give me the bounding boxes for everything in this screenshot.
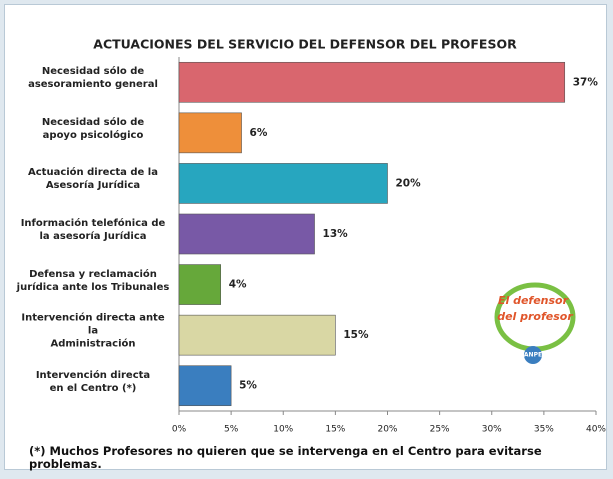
x-tick-label: 20%	[377, 425, 397, 435]
logo-globe	[524, 346, 542, 364]
y-tick-label: Defensa y reclamación jurídica ante los …	[16, 268, 170, 293]
y-tick-label: Actuación directa de la Asesoría Jurídic…	[28, 167, 158, 192]
value-label: 13%	[323, 228, 349, 240]
logo-brand: ANPE	[524, 352, 542, 359]
chart: ACTUACIONES DEL SERVICIO DEL DEFENSOR DE…	[93, 37, 606, 435]
x-tick-label: 30%	[482, 425, 502, 435]
x-tick-label: 40%	[586, 425, 606, 435]
y-tick-label: Intervención directa en el Centro (*)	[35, 369, 151, 394]
value-label: 20%	[396, 177, 422, 189]
value-label: 15%	[343, 329, 369, 341]
logo-text: El defensor	[498, 294, 569, 307]
logo-text: del profesor	[497, 310, 573, 323]
value-label: 5%	[239, 380, 257, 392]
footnote: (*) Muchos Profesores no quieren que se …	[29, 444, 542, 471]
x-tick-label: 0%	[172, 425, 187, 435]
x-tick-label: 15%	[325, 425, 345, 435]
x-tick-label: 35%	[534, 425, 554, 435]
value-label: 6%	[250, 127, 268, 139]
chart-panel: ACTUACIONES DEL SERVICIO DEL DEFENSOR DE…	[4, 4, 607, 471]
y-tick-label: Intervención directa ante la Administrac…	[21, 312, 165, 350]
chart-title: ACTUACIONES DEL SERVICIO DEL DEFENSOR DE…	[93, 37, 517, 52]
bar	[178, 314, 336, 356]
logo: El defensor del profesor ANPE	[494, 282, 576, 364]
x-tick-label: 10%	[273, 425, 293, 435]
bar	[178, 213, 315, 255]
bar	[178, 112, 242, 154]
x-tick-label: 5%	[224, 425, 239, 435]
x-tick-label: 25%	[430, 425, 450, 435]
bar	[178, 264, 222, 305]
bar	[178, 61, 566, 103]
bar	[178, 365, 232, 407]
bar	[178, 163, 388, 204]
y-tick-label: Necesidad sólo de apoyo psicológico	[41, 116, 145, 141]
value-label: 37%	[573, 76, 599, 88]
y-tick-label: Necesidad sólo de asesoramiento general	[28, 66, 158, 91]
value-label: 4%	[229, 279, 247, 291]
y-tick-label: Información telefónica de la asesoría Ju…	[20, 218, 166, 242]
